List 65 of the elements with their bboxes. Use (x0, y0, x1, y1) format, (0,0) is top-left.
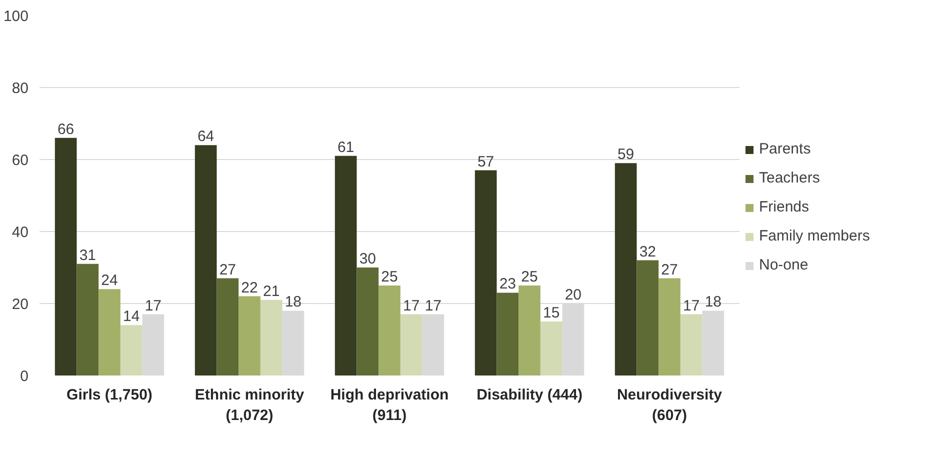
data-label: 27 (661, 261, 678, 278)
y-tick-label: 80 (12, 80, 29, 97)
data-label: 24 (101, 272, 118, 290)
bar (702, 310, 724, 376)
legend-label: Teachers (759, 170, 820, 186)
data-label: 14 (123, 308, 140, 326)
data-label: 31 (79, 246, 96, 264)
data-label: 17 (403, 297, 420, 314)
bar (238, 296, 260, 376)
bar (540, 322, 562, 376)
x-tick-label: Neurodiversity (607) (616, 386, 723, 424)
bar (614, 163, 637, 376)
bar (216, 278, 239, 376)
bar (260, 300, 282, 376)
bar (422, 314, 444, 376)
data-label: 25 (381, 268, 398, 286)
bar (194, 145, 217, 376)
data-label: 20 (564, 286, 582, 304)
y-tick-label: 60 (12, 152, 29, 169)
legend-label: Parents (759, 140, 811, 158)
bar (120, 325, 142, 376)
y-tick-label: 100 (3, 8, 29, 25)
x-tick-label: High deprivation (911) (330, 386, 449, 424)
bar (474, 170, 497, 376)
data-label: 21 (263, 282, 280, 300)
bar (54, 138, 77, 376)
data-label: 27 (219, 261, 236, 278)
data-label: 30 (359, 250, 376, 268)
data-label: 22 (241, 279, 258, 296)
y-tick-label: 40 (12, 224, 29, 241)
legend-label: No-one (759, 256, 808, 274)
y-tick-label: 0 (20, 368, 28, 385)
data-label: 18 (704, 294, 722, 311)
bar (496, 292, 519, 376)
data-label: 66 (57, 120, 74, 138)
legend-label: Friends (759, 198, 810, 216)
data-label: 59 (617, 146, 634, 164)
data-label: 17 (683, 297, 700, 314)
data-label: 57 (477, 153, 494, 170)
bar (378, 286, 400, 376)
bar (76, 264, 99, 376)
bar (356, 268, 379, 376)
x-tick-label: Girls (1,750) (66, 386, 152, 404)
data-label: 25 (521, 268, 538, 286)
x-tick-label: Ethnic minority (1,072) (194, 386, 305, 424)
bar (282, 310, 304, 376)
x-tick-label: Disability (444) (476, 386, 582, 404)
data-label: 61 (337, 138, 354, 156)
data-label: 18 (284, 294, 302, 311)
bar (680, 314, 702, 376)
bar (518, 286, 540, 376)
data-label: 15 (543, 304, 560, 322)
legend-label: Family members (759, 228, 870, 244)
data-label: 23 (499, 276, 516, 293)
y-tick-label: 20 (12, 296, 29, 313)
bar (400, 314, 422, 376)
bar (98, 289, 120, 376)
data-label: 64 (197, 128, 214, 146)
bar (658, 278, 680, 376)
data-label: 17 (424, 297, 442, 314)
bar (142, 314, 164, 376)
bar (636, 260, 659, 376)
data-label: 32 (639, 243, 656, 260)
bar (334, 156, 357, 376)
data-label: 17 (144, 297, 162, 314)
